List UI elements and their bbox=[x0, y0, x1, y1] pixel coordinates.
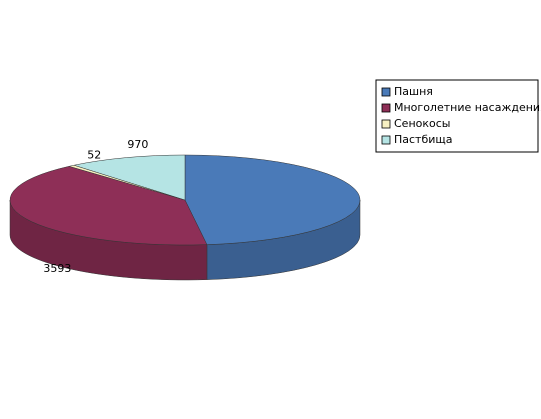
legend-swatch bbox=[381, 87, 391, 97]
legend-swatch bbox=[381, 103, 391, 113]
slice bbox=[9, 166, 208, 246]
legend-label: Многолетние насаждения bbox=[394, 101, 541, 114]
data-label: 52 bbox=[87, 148, 101, 161]
legend-label: Сенокосы bbox=[394, 117, 450, 130]
legend-swatch bbox=[381, 135, 391, 145]
slice bbox=[184, 154, 361, 245]
legend-label: Пастбища bbox=[394, 133, 453, 146]
legend-label: Пашня bbox=[394, 85, 433, 98]
legend-swatch bbox=[381, 119, 391, 129]
slice bbox=[73, 154, 186, 201]
data-label: 970 bbox=[127, 138, 148, 151]
data-label: 3593 bbox=[43, 262, 71, 275]
legend-box bbox=[375, 79, 539, 153]
